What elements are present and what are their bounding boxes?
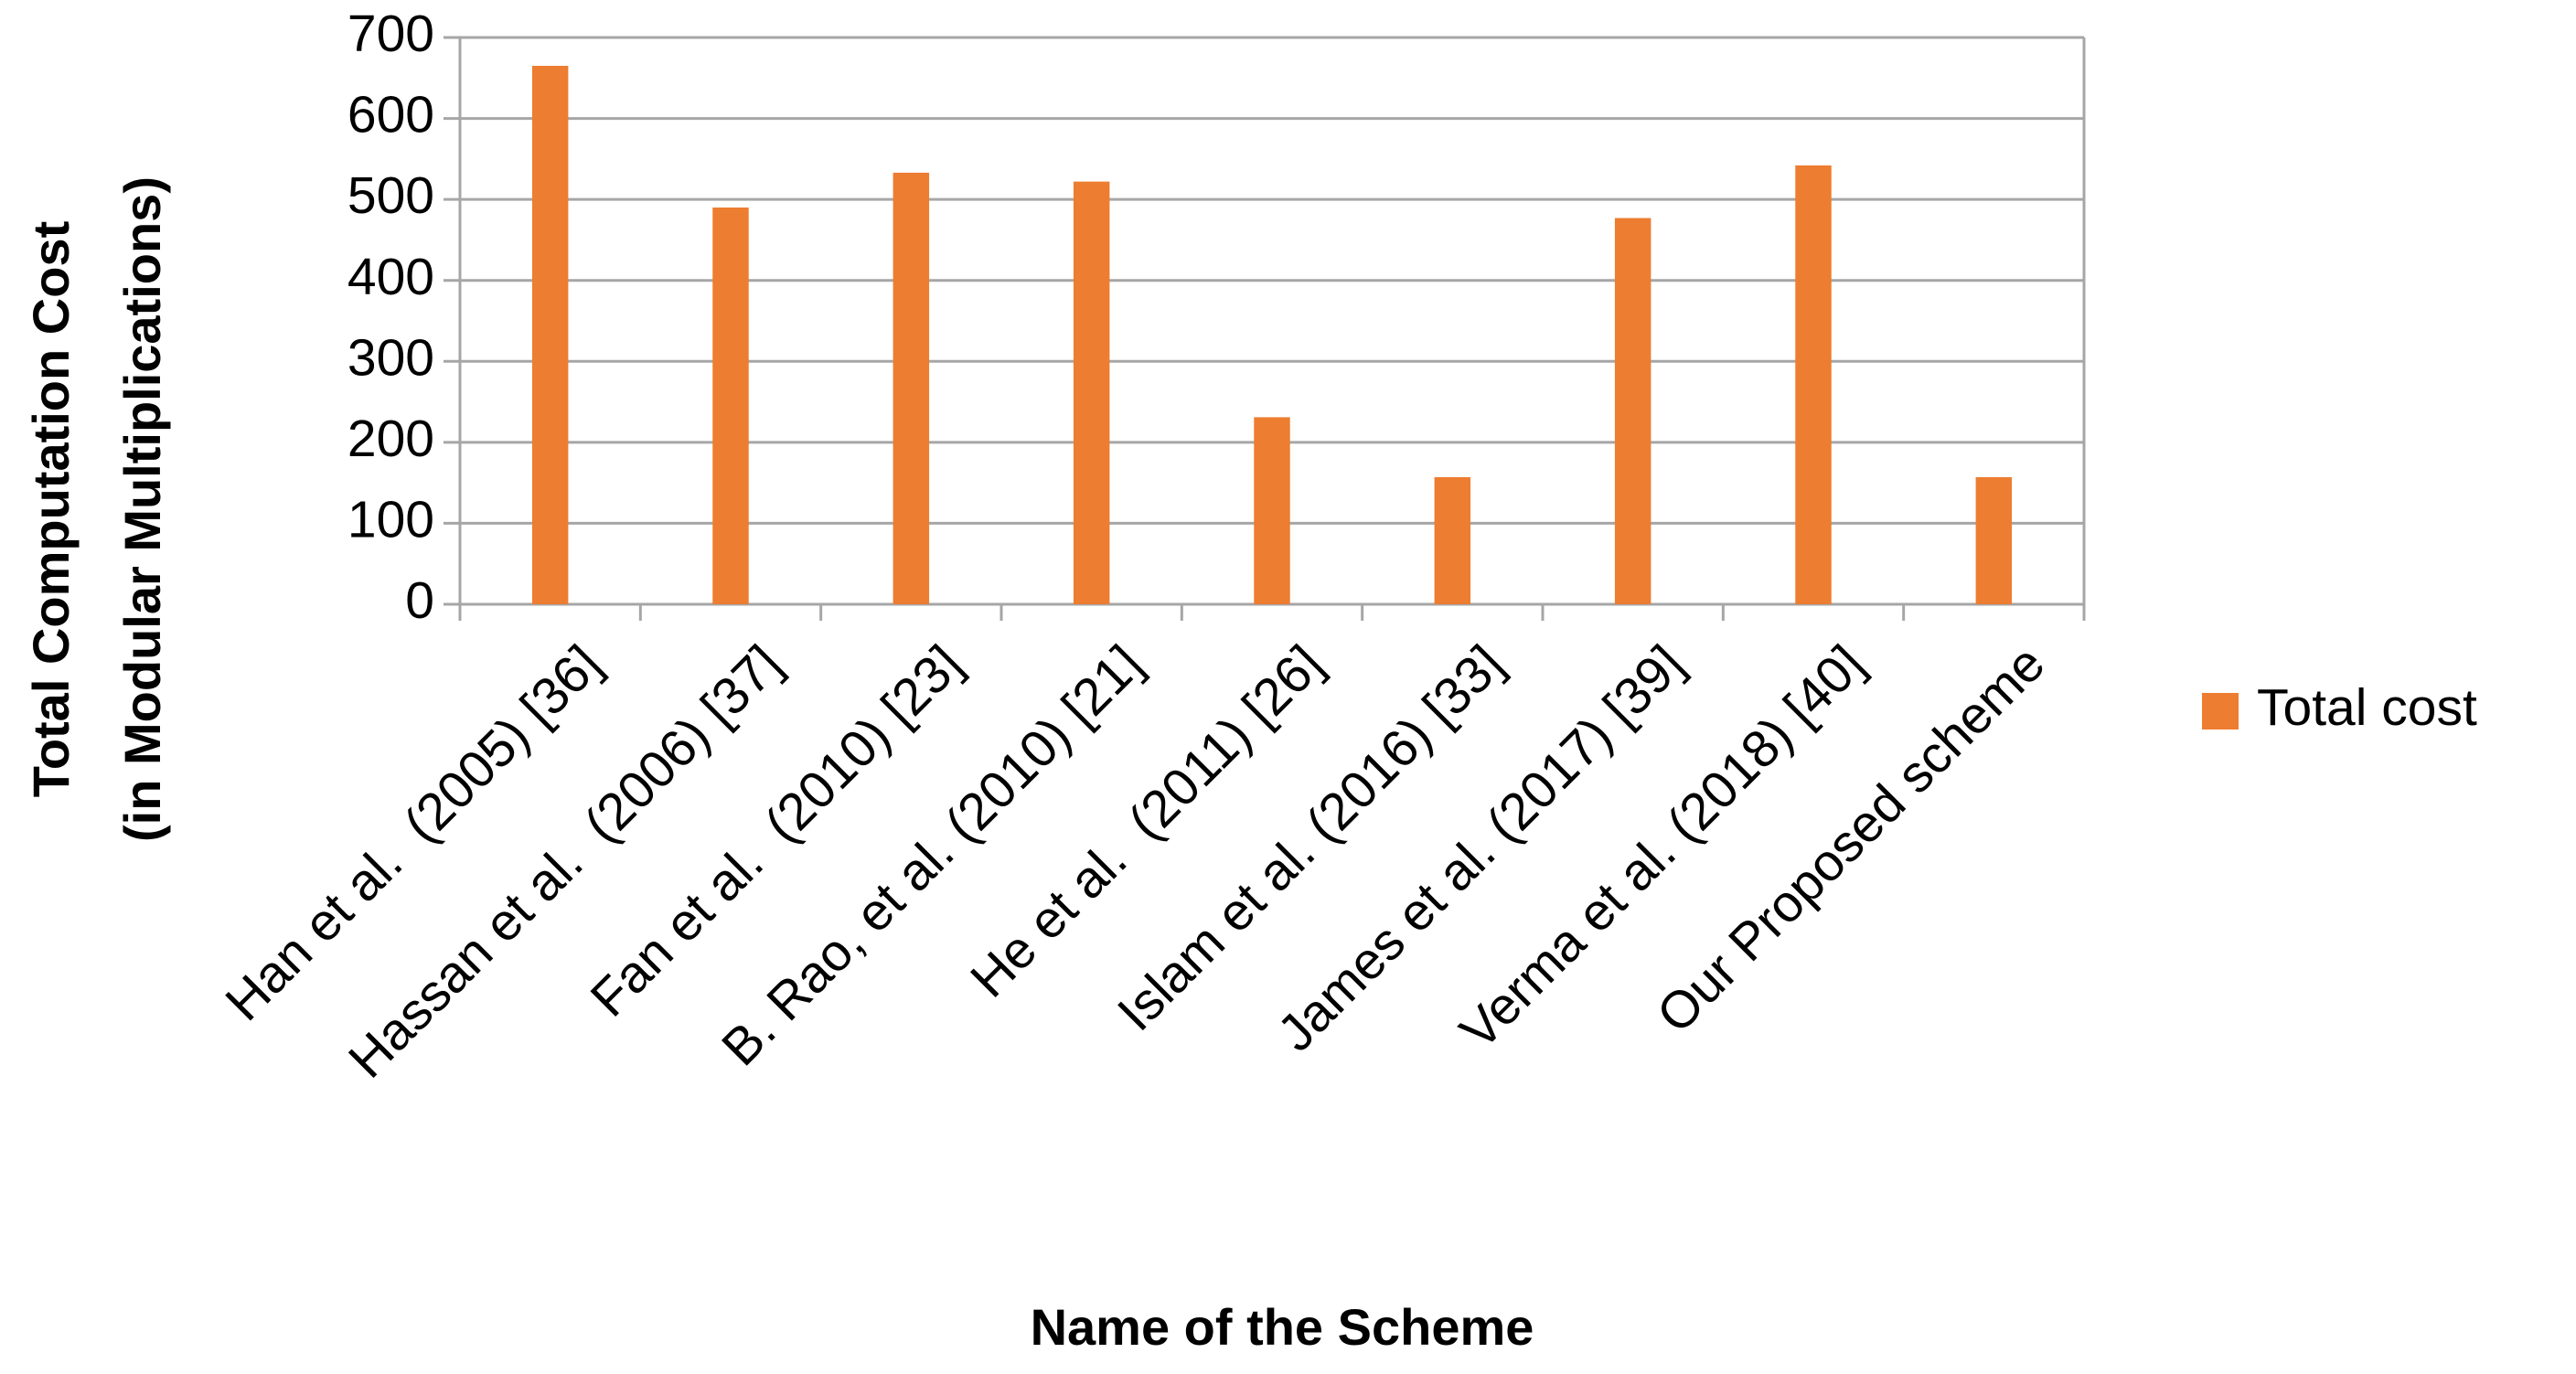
- bar: [1614, 218, 1651, 604]
- bar: [1073, 181, 1110, 604]
- x-tick-label: He et al. (2011) [26]: [959, 634, 1334, 1009]
- y-tick-label: 100: [347, 490, 434, 549]
- y-axis-title: Total Computation Cost: [22, 221, 80, 797]
- y-axis-title: (in Modular Multiplications): [113, 176, 171, 842]
- y-tick-label: 500: [347, 166, 434, 225]
- y-tick-label: 700: [347, 5, 434, 63]
- y-tick-label: 300: [347, 328, 434, 387]
- y-tick-label: 200: [347, 410, 434, 468]
- y-tick-label: 600: [347, 86, 434, 144]
- bar: [1795, 165, 1832, 604]
- bar: [712, 208, 749, 604]
- legend-swatch: [2202, 693, 2239, 730]
- legend-label: Total cost: [2257, 678, 2477, 737]
- y-tick-label: 400: [347, 248, 434, 306]
- bar: [893, 172, 930, 604]
- bar: [531, 66, 569, 604]
- x-axis-title: Name of the Scheme: [1031, 1298, 1534, 1356]
- bar: [1254, 417, 1290, 604]
- y-tick-label: 0: [405, 571, 434, 630]
- bar: [1975, 476, 2013, 604]
- bar: [1434, 476, 1471, 604]
